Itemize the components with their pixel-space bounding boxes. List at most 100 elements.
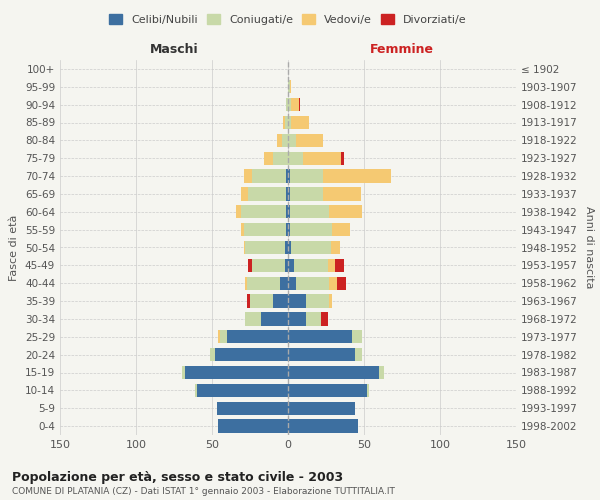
Bar: [288, 294, 306, 308]
Bar: [227, 330, 288, 344]
Bar: [218, 420, 288, 433]
Bar: [251, 170, 286, 183]
Bar: [283, 116, 285, 129]
Bar: [220, 330, 227, 344]
Bar: [290, 223, 332, 236]
Bar: [290, 205, 329, 218]
Bar: [247, 294, 250, 308]
Bar: [288, 170, 290, 183]
Bar: [299, 98, 300, 112]
Bar: [288, 330, 352, 344]
Bar: [273, 294, 288, 308]
Bar: [280, 276, 288, 290]
Bar: [286, 170, 288, 183]
Legend: Celibi/Nubili, Coniugati/e, Vedovi/e, Divorziati/e: Celibi/Nubili, Coniugati/e, Vedovi/e, Di…: [105, 10, 471, 29]
Bar: [244, 223, 286, 236]
Bar: [241, 223, 244, 236]
Bar: [335, 258, 344, 272]
Bar: [288, 241, 291, 254]
Bar: [288, 205, 290, 218]
Bar: [282, 134, 288, 147]
Bar: [248, 258, 251, 272]
Bar: [286, 223, 288, 236]
Bar: [288, 348, 355, 362]
Bar: [288, 366, 379, 379]
Bar: [322, 312, 328, 326]
Bar: [331, 241, 340, 254]
Bar: [290, 170, 323, 183]
Bar: [247, 276, 280, 290]
Bar: [379, 366, 384, 379]
Text: Popolazione per età, sesso e stato civile - 2003: Popolazione per età, sesso e stato civil…: [12, 471, 343, 484]
Bar: [248, 187, 286, 200]
Bar: [288, 384, 367, 397]
Bar: [288, 80, 290, 94]
Bar: [273, 152, 288, 165]
Bar: [288, 152, 303, 165]
Bar: [185, 366, 288, 379]
Bar: [288, 402, 355, 415]
Bar: [328, 258, 335, 272]
Bar: [197, 384, 288, 397]
Bar: [367, 384, 368, 397]
Bar: [286, 187, 288, 200]
Bar: [332, 223, 350, 236]
Y-axis label: Anni di nascita: Anni di nascita: [584, 206, 594, 289]
Bar: [244, 170, 251, 183]
Bar: [251, 258, 285, 272]
Bar: [215, 348, 288, 362]
Bar: [288, 420, 358, 433]
Bar: [288, 312, 306, 326]
Bar: [291, 98, 299, 112]
Bar: [341, 152, 344, 165]
Bar: [277, 134, 282, 147]
Bar: [288, 258, 294, 272]
Bar: [306, 294, 329, 308]
Bar: [285, 116, 288, 129]
Text: COMUNE DI PLATANIA (CZ) - Dati ISTAT 1° gennaio 2003 - Elaborazione TUTTITALIA.I: COMUNE DI PLATANIA (CZ) - Dati ISTAT 1° …: [12, 488, 395, 496]
Bar: [329, 294, 332, 308]
Bar: [291, 241, 331, 254]
Bar: [245, 276, 247, 290]
Bar: [296, 134, 323, 147]
Bar: [241, 205, 286, 218]
Bar: [296, 276, 329, 290]
Bar: [285, 258, 288, 272]
Bar: [236, 205, 241, 218]
Bar: [288, 116, 291, 129]
Bar: [286, 205, 288, 218]
Bar: [288, 134, 296, 147]
Bar: [352, 330, 362, 344]
Bar: [288, 276, 296, 290]
Bar: [260, 312, 288, 326]
Bar: [329, 276, 337, 290]
Bar: [182, 366, 185, 379]
Bar: [288, 98, 291, 112]
Y-axis label: Fasce di età: Fasce di età: [10, 214, 19, 280]
Bar: [241, 187, 248, 200]
Bar: [217, 402, 288, 415]
Bar: [245, 312, 260, 326]
Bar: [329, 205, 362, 218]
Bar: [286, 98, 288, 112]
Bar: [211, 348, 215, 362]
Bar: [291, 116, 309, 129]
Bar: [290, 187, 323, 200]
Bar: [285, 241, 288, 254]
Bar: [195, 384, 197, 397]
Bar: [290, 80, 291, 94]
Bar: [323, 170, 391, 183]
Bar: [250, 294, 273, 308]
Bar: [306, 312, 322, 326]
Bar: [355, 348, 362, 362]
Bar: [244, 241, 245, 254]
Bar: [303, 152, 341, 165]
Bar: [294, 258, 328, 272]
Bar: [288, 223, 290, 236]
Text: Femmine: Femmine: [370, 44, 434, 57]
Bar: [218, 330, 220, 344]
Bar: [337, 276, 346, 290]
Bar: [245, 241, 285, 254]
Bar: [288, 187, 290, 200]
Bar: [323, 187, 361, 200]
